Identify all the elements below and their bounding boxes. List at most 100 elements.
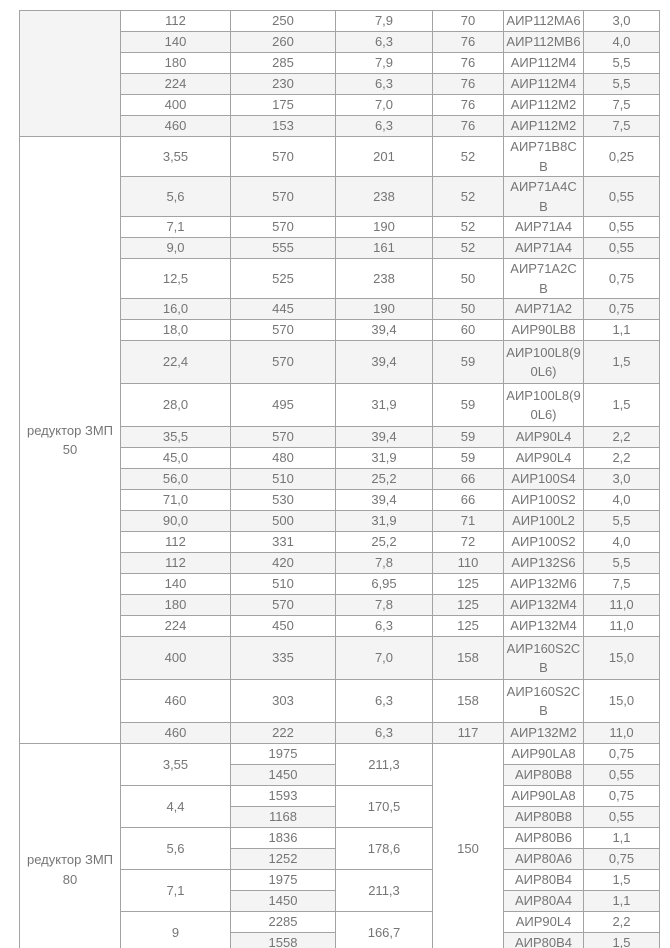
table-cell: АИР90L4: [503, 447, 584, 469]
table-cell: АИР100S4: [503, 468, 584, 490]
table-cell: АИР80В6: [503, 827, 584, 849]
table-cell: АИР71А4СВ: [503, 176, 584, 217]
table-row: 1450 АИР80А4 1,1: [20, 890, 660, 912]
table-cell: 31,9: [335, 510, 433, 532]
table-row: 400 175 7,0 76 АИР112М2 7,5: [20, 94, 660, 116]
table-cell: 7,9: [335, 52, 433, 74]
table-cell: 303: [230, 679, 336, 723]
table-cell: 15,0: [583, 636, 660, 680]
table-cell: 76: [432, 94, 504, 116]
table-cell: 570: [230, 136, 336, 177]
table-cell: 3,55: [120, 136, 231, 177]
table-cell: АИР90L4: [503, 911, 584, 933]
table-row: 12,5 525 238 50 АИР71А2СВ 0,75: [20, 258, 660, 299]
table-cell: 190: [335, 216, 433, 238]
table-cell: 201: [335, 136, 433, 177]
table-row: редуктор ЗМП 50 3,55 570 201 52 АИР71В8СВ 0,25: [19, 136, 660, 744]
table-cell: 0,55: [583, 176, 660, 217]
table-row: 1558 АИР80В4 1,5: [20, 932, 660, 948]
table-cell: 4,0: [583, 489, 660, 511]
table-cell: 76: [432, 73, 504, 95]
table-cell: 125: [432, 573, 504, 595]
table-row: 5,6 570 238 52 АИР71А4СВ 0,55: [20, 176, 660, 217]
table-cell: 211,3: [335, 743, 433, 786]
table-cell: АИР132S6: [503, 552, 584, 574]
table-cell: 52: [432, 136, 504, 177]
table-cell: 72: [432, 531, 504, 553]
table-cell: 125: [432, 594, 504, 616]
table-row: 9 2285 166,7 АИР90L4 2,2: [20, 911, 660, 948]
table-cell: 110: [432, 552, 504, 574]
table-cell: 178,6: [335, 827, 433, 870]
table-cell: АИР112МВ6: [503, 31, 584, 53]
table-row: 1450 АИР80В8 0,55: [20, 764, 660, 786]
table-cell: АИР160S2СВ: [503, 679, 584, 723]
table-row: 35,5 570 39,4 59 АИР90L4 2,2: [20, 426, 660, 448]
table-cell: 7,5: [583, 94, 660, 116]
table-cell: 59: [432, 383, 504, 427]
table-cell: АИР100L8(90L6): [503, 383, 584, 427]
table-cell: 460: [120, 679, 231, 723]
table-cell: 285: [230, 52, 336, 74]
table-row: 112 331 25,2 72 АИР100S2 4,0: [20, 531, 660, 553]
table-cell: 12,5: [120, 258, 231, 299]
table-cell: 25,2: [335, 531, 433, 553]
table-cell: АИР100S2: [503, 489, 584, 511]
table-cell: 76: [432, 52, 504, 74]
table-cell: 71: [432, 510, 504, 532]
table-cell: 5,5: [583, 73, 660, 95]
table-cell: АИР160S2СВ: [503, 636, 584, 680]
table-cell: 260: [230, 31, 336, 53]
table-cell: 11,0: [583, 615, 660, 637]
table-cell: 3,0: [583, 10, 660, 32]
table-cell: 555: [230, 237, 336, 259]
table-cell: АИР112М4: [503, 73, 584, 95]
table-cell: 7,1: [120, 869, 231, 912]
table-cell: 166,7: [335, 911, 433, 948]
table-cell: 18,0: [120, 319, 231, 341]
table-cell: 2,2: [583, 911, 660, 933]
table-row: 460 153 6,3 76 АИР112М2 7,5: [20, 115, 660, 137]
table-cell: 7,8: [335, 594, 433, 616]
table-cell: 331: [230, 531, 336, 553]
table-cell: 70: [432, 10, 504, 32]
table-cell: АИР100L2: [503, 510, 584, 532]
table-cell: 0,75: [583, 298, 660, 320]
table-cell: 158: [432, 636, 504, 680]
section-label: редуктор ЗМП 80: [19, 743, 121, 948]
table-cell: 25,2: [335, 468, 433, 490]
table-cell: 35,5: [120, 426, 231, 448]
table-cell: 5,6: [120, 176, 231, 217]
table-row: 1168 АИР80В8 0,55: [20, 806, 660, 828]
table-cell: 5,6: [120, 827, 231, 870]
gear-motor-spec-table: 112 250 7,9 70 АИР112МА6 3,0 140 260 6,3 76 АИР112…: [19, 10, 660, 948]
table-cell: АИР132М6: [503, 573, 584, 595]
table-row: 180 570 7,8 125 АИР132М4 11,0: [20, 594, 660, 616]
table-cell: АИР132М4: [503, 615, 584, 637]
table-cell: 52: [432, 216, 504, 238]
table-cell: 6,3: [335, 722, 433, 744]
table-cell: АИР112М2: [503, 94, 584, 116]
table-cell: 250: [230, 10, 336, 32]
table-cell: АИР100L8(90L6): [503, 340, 584, 384]
table-cell: 6,3: [335, 73, 433, 95]
table-cell: 530: [230, 489, 336, 511]
table-cell: 1,5: [583, 932, 660, 948]
table-row: 56,0 510 25,2 66 АИР100S4 3,0: [20, 468, 660, 490]
table-row: 112 250 7,9 70 АИР112МА6 3,0: [19, 10, 660, 137]
table-cell: 66: [432, 489, 504, 511]
table-cell: 161: [335, 237, 433, 259]
table-cell: 2,2: [583, 426, 660, 448]
table-cell: 4,4: [120, 785, 231, 828]
table-cell: 76: [432, 115, 504, 137]
table-cell: АИР112МА6: [503, 10, 584, 32]
table-cell: 52: [432, 176, 504, 217]
table-cell: 125: [432, 615, 504, 637]
table-cell: 1,1: [583, 890, 660, 912]
table-cell: 4,0: [583, 31, 660, 53]
table-cell: 224: [120, 73, 231, 95]
table-cell: 1450: [230, 890, 336, 912]
table-cell: 0,75: [583, 743, 660, 765]
table-cell: 1975: [230, 743, 336, 765]
